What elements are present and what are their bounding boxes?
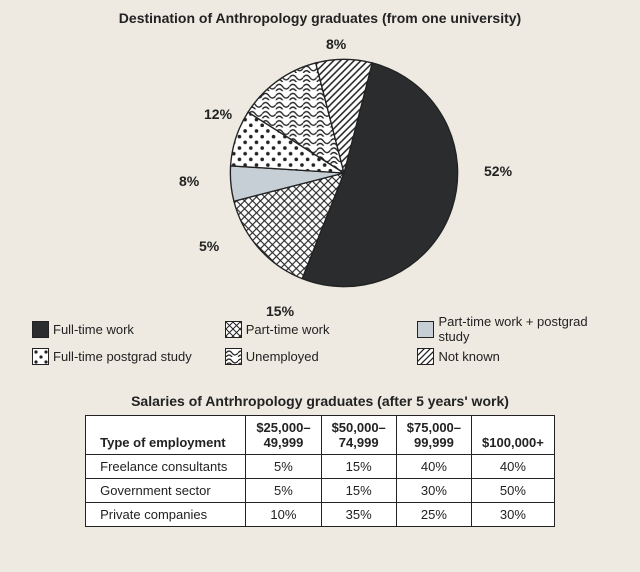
legend-label: Full-time postgrad study [53,349,192,364]
legend-item: Full-time postgrad study [32,348,225,365]
legend-swatch [32,321,49,338]
pie-slice-label: 5% [199,238,219,254]
table-col-header: $25,000–49,999 [246,416,321,455]
pie-chart: 52%15%5%8%12%8% [24,28,616,308]
table-col-header: $50,000–74,999 [321,416,396,455]
table-cell: 30% [396,479,471,503]
legend-item: Part-time work + postgrad study [417,314,610,344]
table-cell: 50% [472,479,555,503]
table-cell: 30% [472,503,555,527]
legend-label: Not known [438,349,499,364]
pie-slice-label: 15% [266,303,294,319]
table-col-header: $100,000+ [472,416,555,455]
pie-slice-label: 12% [204,106,232,122]
legend-swatch [417,321,434,338]
table-cell: 40% [396,455,471,479]
table-cell: 5% [246,455,321,479]
legend-item: Part-time work [225,314,418,344]
legend-label: Unemployed [246,349,319,364]
table-row-header: Freelance consultants [86,455,246,479]
legend-label: Part-time work [246,322,330,337]
pie-slice-label: 52% [484,163,512,179]
pie-title: Destination of Anthropology graduates (f… [24,10,616,26]
pie-legend: Full-time work Part-time work Part-time wo… [32,314,616,369]
pie-svg [219,48,469,298]
legend-item: Full-time work [32,314,225,344]
legend-item: Unemployed [225,348,418,365]
salary-table: Type of employment$25,000–49,999$50,000–… [85,415,555,527]
table-cell: 25% [396,503,471,527]
table-corner: Type of employment [86,416,246,455]
table-col-header: $75,000–99,999 [396,416,471,455]
table-cell: 15% [321,479,396,503]
legend-label: Full-time work [53,322,134,337]
table-cell: 40% [472,455,555,479]
legend-swatch [225,348,242,365]
table-row-header: Private companies [86,503,246,527]
table-cell: 15% [321,455,396,479]
table-cell: 35% [321,503,396,527]
table-cell: 10% [246,503,321,527]
pie-slice-label: 8% [179,173,199,189]
pie-slice-label: 8% [326,36,346,52]
table-title: Salaries of Antrhropology graduates (aft… [24,393,616,409]
legend-label: Part-time work + postgrad study [438,314,610,344]
legend-swatch [417,348,434,365]
table-cell: 5% [246,479,321,503]
table-row-header: Government sector [86,479,246,503]
legend-swatch [225,321,242,338]
legend-swatch [32,348,49,365]
legend-item: Not known [417,348,610,365]
